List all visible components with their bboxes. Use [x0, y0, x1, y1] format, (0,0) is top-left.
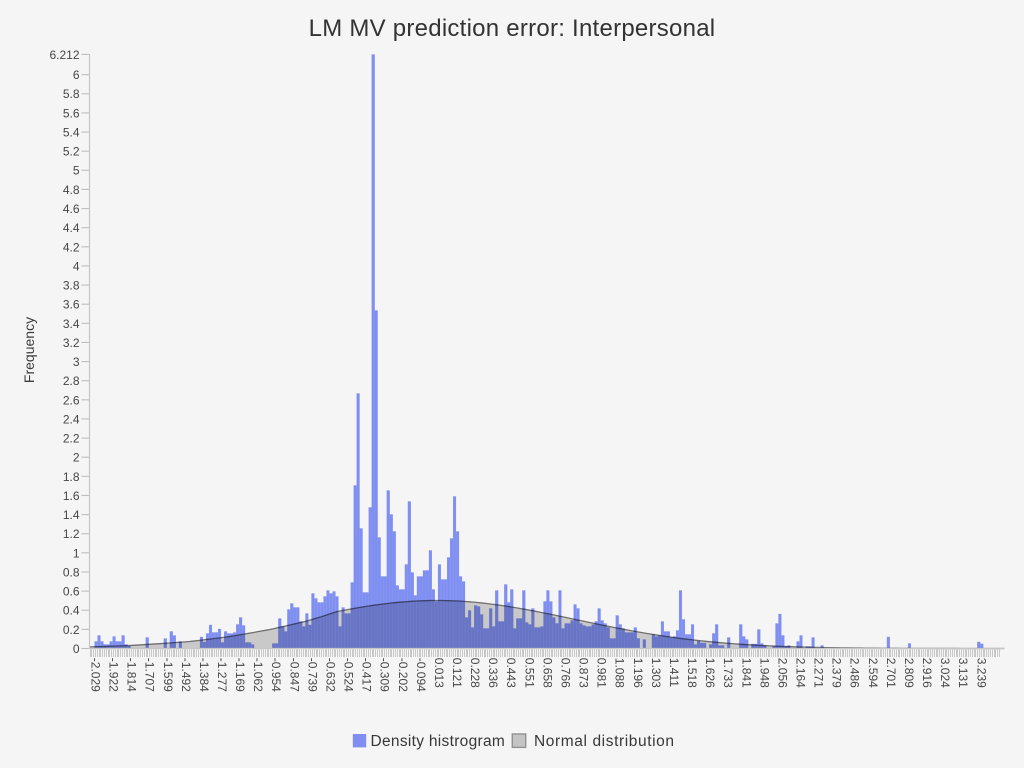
svg-text:-1.384: -1.384	[197, 658, 211, 692]
svg-text:2.809: 2.809	[902, 658, 916, 688]
svg-text:3.239: 3.239	[974, 658, 988, 688]
svg-text:2.379: 2.379	[830, 658, 844, 688]
svg-text:2.4: 2.4	[63, 412, 80, 426]
svg-text:0.013: 0.013	[432, 658, 446, 688]
svg-text:-1.922: -1.922	[107, 658, 121, 692]
svg-text:5.8: 5.8	[63, 87, 80, 101]
svg-text:0: 0	[73, 642, 80, 656]
svg-text:0.981: 0.981	[595, 658, 609, 688]
svg-text:1: 1	[73, 546, 80, 560]
svg-text:0.443: 0.443	[504, 658, 518, 688]
svg-text:1.4: 1.4	[63, 508, 80, 522]
svg-text:-0.632: -0.632	[323, 658, 337, 692]
svg-text:0.336: 0.336	[486, 658, 500, 688]
svg-text:-0.847: -0.847	[287, 658, 301, 692]
svg-text:3.6: 3.6	[63, 298, 80, 312]
svg-text:Normal distribution: Normal distribution	[534, 733, 675, 750]
svg-text:-0.202: -0.202	[396, 658, 410, 692]
svg-text:2.271: 2.271	[812, 658, 826, 688]
svg-text:1.948: 1.948	[757, 658, 771, 688]
svg-text:0.766: 0.766	[558, 658, 572, 688]
svg-text:3.4: 3.4	[63, 317, 80, 331]
svg-text:0.228: 0.228	[468, 658, 482, 688]
svg-text:-0.417: -0.417	[360, 658, 374, 692]
svg-text:4.8: 4.8	[63, 183, 80, 197]
svg-text:-1.707: -1.707	[143, 658, 157, 692]
svg-text:4.2: 4.2	[63, 240, 80, 254]
svg-text:2.8: 2.8	[63, 374, 80, 388]
svg-text:3: 3	[73, 355, 80, 369]
svg-text:-1.814: -1.814	[125, 658, 139, 692]
svg-text:Density histrogram: Density histrogram	[371, 733, 506, 750]
svg-text:0.8: 0.8	[63, 565, 80, 579]
svg-text:0.658: 0.658	[540, 658, 554, 688]
svg-text:1.518: 1.518	[685, 658, 699, 688]
svg-text:2.594: 2.594	[866, 658, 880, 688]
svg-text:Frequency: Frequency	[21, 317, 37, 383]
svg-text:1.841: 1.841	[739, 658, 753, 688]
svg-text:1.2: 1.2	[63, 527, 80, 541]
svg-text:0.4: 0.4	[63, 604, 80, 618]
svg-text:0.551: 0.551	[522, 658, 536, 688]
svg-text:-1.169: -1.169	[233, 658, 247, 692]
svg-text:-1.062: -1.062	[251, 658, 265, 692]
svg-text:1.088: 1.088	[613, 658, 627, 688]
svg-text:0.873: 0.873	[577, 658, 591, 688]
svg-text:-0.524: -0.524	[342, 658, 356, 692]
svg-text:-0.739: -0.739	[305, 658, 319, 692]
svg-text:2.486: 2.486	[848, 658, 862, 688]
svg-text:6: 6	[73, 68, 80, 82]
svg-text:-1.277: -1.277	[215, 658, 229, 692]
svg-text:5.2: 5.2	[63, 145, 80, 159]
svg-text:-0.094: -0.094	[414, 658, 428, 692]
svg-text:LM MV prediction error: Interp: LM MV prediction error: Interpersonal	[309, 15, 716, 42]
svg-text:1.733: 1.733	[721, 658, 735, 688]
svg-text:2.701: 2.701	[884, 658, 898, 688]
svg-text:1.8: 1.8	[63, 470, 80, 484]
svg-text:-1.492: -1.492	[179, 658, 193, 692]
svg-text:0.121: 0.121	[450, 658, 464, 688]
svg-text:3.131: 3.131	[956, 658, 970, 688]
svg-text:4.6: 4.6	[63, 202, 80, 216]
svg-text:5.4: 5.4	[63, 125, 80, 139]
svg-text:-0.309: -0.309	[378, 658, 392, 692]
svg-text:0.6: 0.6	[63, 585, 80, 599]
svg-text:-2.029: -2.029	[88, 658, 102, 692]
svg-text:3.2: 3.2	[63, 336, 80, 350]
svg-text:1.196: 1.196	[631, 658, 645, 688]
svg-text:1.303: 1.303	[649, 658, 663, 688]
svg-text:4.4: 4.4	[63, 221, 80, 235]
svg-text:2: 2	[73, 451, 80, 465]
svg-text:6.212: 6.212	[49, 48, 79, 62]
svg-text:2.6: 2.6	[63, 393, 80, 407]
svg-text:5: 5	[73, 164, 80, 178]
svg-text:3.8: 3.8	[63, 279, 80, 293]
svg-text:-1.599: -1.599	[161, 658, 175, 692]
svg-text:1.6: 1.6	[63, 489, 80, 503]
svg-text:3.024: 3.024	[938, 658, 952, 688]
svg-text:2.164: 2.164	[793, 658, 807, 688]
svg-text:4: 4	[73, 259, 80, 273]
svg-text:2.056: 2.056	[775, 658, 789, 688]
svg-text:0.2: 0.2	[63, 623, 80, 637]
svg-text:1.411: 1.411	[667, 658, 681, 687]
svg-text:2.2: 2.2	[63, 432, 80, 446]
svg-text:-0.954: -0.954	[269, 658, 283, 692]
svg-text:2.916: 2.916	[920, 658, 934, 688]
svg-text:5.6: 5.6	[63, 106, 80, 120]
svg-text:1.626: 1.626	[703, 658, 717, 688]
